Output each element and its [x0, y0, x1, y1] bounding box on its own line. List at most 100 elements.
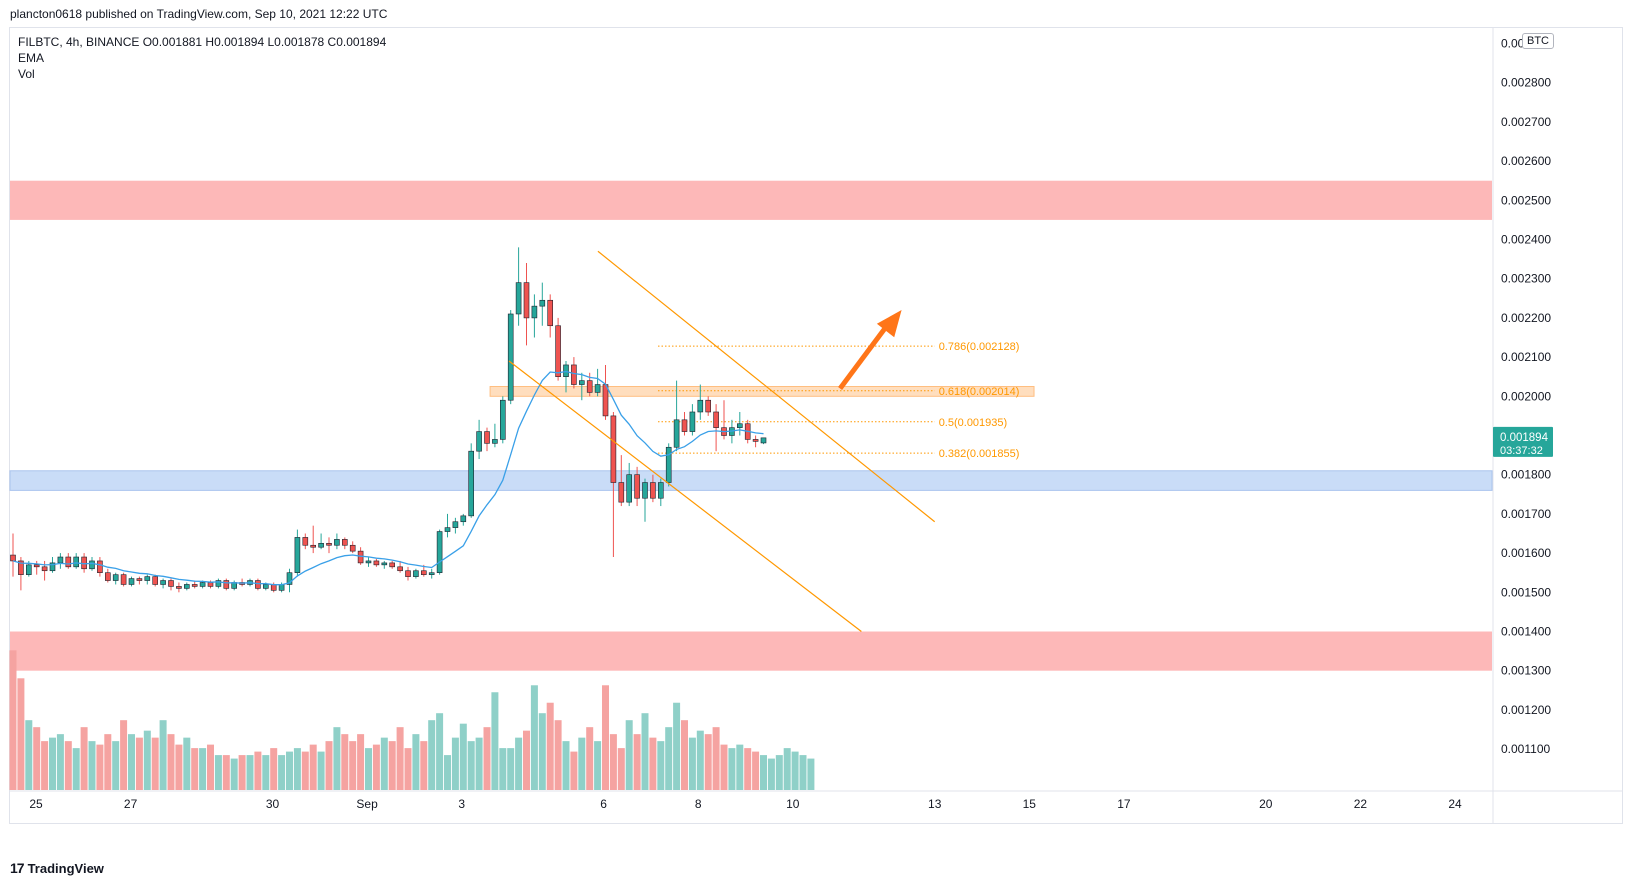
- candle-body: [420, 570, 427, 575]
- volume-bar: [64, 741, 72, 790]
- candle-body: [357, 550, 364, 564]
- candle-body: [105, 572, 111, 581]
- time-tick-label: 15: [1023, 797, 1037, 811]
- candle: [176, 582, 182, 593]
- volume-bar: [246, 755, 254, 790]
- volume-bar: [128, 734, 135, 790]
- tradingview-logo[interactable]: 17 TradingView: [10, 860, 104, 876]
- candle-body: [176, 586, 182, 589]
- candle-body: [294, 537, 301, 573]
- volume-bar: [309, 744, 317, 790]
- candle: [231, 580, 237, 591]
- candle: [484, 427, 490, 452]
- bar-countdown-label: 03:37:32: [1500, 445, 1543, 457]
- volume-bar: [570, 751, 578, 790]
- candle-body: [25, 564, 32, 575]
- candle: [721, 400, 727, 440]
- candle-body: [468, 450, 475, 517]
- candle-body: [18, 560, 24, 575]
- candle: [223, 578, 230, 591]
- candle: [689, 404, 696, 436]
- candle-body: [413, 570, 419, 577]
- volume-bar: [538, 713, 546, 790]
- volume-bar: [744, 748, 752, 790]
- candle-body: [334, 539, 340, 546]
- volume-bar: [657, 741, 665, 790]
- volume-bar: [728, 748, 736, 790]
- volume-bar: [104, 734, 112, 790]
- candle-body: [689, 411, 696, 432]
- candle-body: [547, 299, 554, 327]
- candle-body: [112, 574, 119, 581]
- volume-bar: [704, 734, 712, 790]
- volume-bar: [420, 741, 428, 790]
- volume-bar: [491, 692, 499, 790]
- candle: [97, 557, 103, 577]
- candle: [736, 411, 743, 436]
- volume-bar: [609, 734, 617, 790]
- volume-bar: [799, 755, 807, 790]
- volume-bar: [507, 748, 515, 790]
- volume-bar: [9, 650, 17, 790]
- candle: [73, 553, 79, 569]
- volume-bar: [396, 727, 404, 790]
- candle-body: [120, 574, 127, 585]
- volume-bar: [207, 744, 214, 790]
- candle: [334, 533, 340, 550]
- ema-legend: EMA: [18, 51, 45, 65]
- time-tick-label: 6: [600, 797, 607, 811]
- tradingview-logo-text: TradingView: [27, 860, 104, 876]
- price-tick-label: 0.002500: [1501, 193, 1551, 207]
- currency-badge[interactable]: BTC: [1522, 33, 1554, 49]
- price-tick-label: 0.001700: [1501, 507, 1551, 521]
- volume-bar: [17, 678, 25, 790]
- volume-bar: [333, 727, 341, 790]
- volume-bar: [594, 741, 602, 790]
- candle: [499, 396, 506, 444]
- volume-bar: [159, 720, 167, 790]
- candle-body: [650, 482, 656, 499]
- price-tick-label: 0.001800: [1501, 468, 1551, 482]
- chart-frame[interactable]: [9, 27, 1623, 824]
- candle: [10, 533, 16, 577]
- time-tick-label: Sep: [356, 797, 378, 811]
- volume-bar: [665, 727, 673, 790]
- volume-bar: [230, 758, 238, 790]
- volume-bar: [625, 720, 633, 790]
- candle-body: [665, 446, 672, 483]
- time-tick-label: 24: [1448, 797, 1462, 811]
- volume-bar: [49, 737, 56, 790]
- candle-body: [673, 419, 680, 448]
- volume-bar: [238, 755, 246, 790]
- candle-body: [286, 572, 293, 585]
- candle-body: [81, 556, 87, 570]
- candle-body: [563, 364, 569, 378]
- candle: [81, 553, 87, 573]
- volume-bar: [673, 702, 681, 790]
- volume-bar: [649, 737, 657, 790]
- candle-body: [705, 399, 712, 413]
- candle: [65, 553, 72, 569]
- candle-body: [571, 364, 577, 385]
- volume-bar: [696, 730, 704, 790]
- candle-body: [405, 570, 411, 577]
- price-tick-label: 0.002100: [1501, 350, 1551, 364]
- price-tick-label: 0.001500: [1501, 585, 1551, 599]
- candle: [523, 263, 530, 346]
- volume-bar: [278, 755, 286, 790]
- candle-body: [428, 572, 435, 575]
- channel-line: [508, 360, 862, 632]
- volume-bar: [602, 685, 609, 790]
- candle: [373, 558, 380, 567]
- candle-body: [207, 582, 214, 587]
- volume-bar: [633, 734, 641, 790]
- candle-body: [389, 562, 396, 568]
- candle-body: [365, 560, 372, 564]
- volume-bar: [546, 702, 554, 790]
- volume-bar: [467, 741, 475, 790]
- fib-level-label: 0.382(0.001855): [939, 448, 1020, 460]
- candle: [578, 372, 585, 401]
- volume-bar: [767, 758, 775, 790]
- candle-body: [223, 580, 230, 589]
